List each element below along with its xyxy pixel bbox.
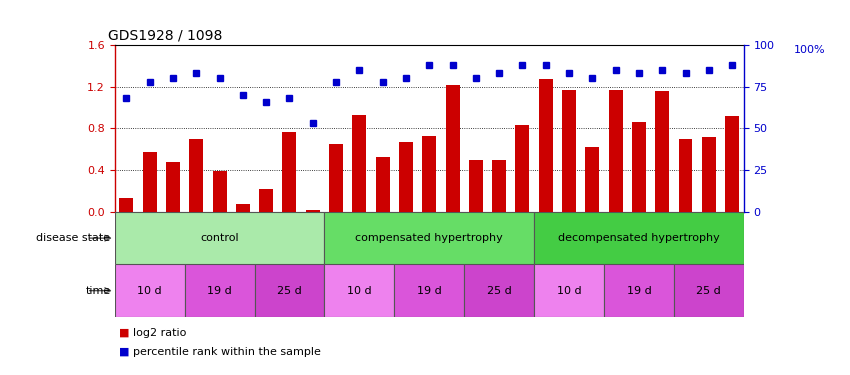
- Text: disease state: disease state: [37, 233, 110, 243]
- Text: percentile rank within the sample: percentile rank within the sample: [133, 346, 321, 357]
- Bar: [632, 122, 646, 212]
- Bar: [254, 264, 325, 317]
- Bar: [166, 162, 180, 212]
- Bar: [306, 210, 320, 212]
- Bar: [353, 115, 366, 212]
- Text: log2 ratio: log2 ratio: [133, 328, 187, 338]
- Bar: [655, 91, 669, 212]
- Bar: [282, 132, 297, 212]
- Bar: [702, 137, 716, 212]
- Bar: [674, 264, 744, 317]
- Bar: [115, 212, 325, 264]
- Bar: [119, 198, 133, 212]
- Bar: [184, 264, 254, 317]
- Text: 25 d: 25 d: [487, 286, 512, 296]
- Text: ■: ■: [119, 328, 129, 338]
- Text: ■: ■: [119, 346, 129, 357]
- Bar: [534, 264, 604, 317]
- Bar: [115, 264, 184, 317]
- Text: compensated hypertrophy: compensated hypertrophy: [355, 233, 503, 243]
- Text: 25 d: 25 d: [277, 286, 302, 296]
- Bar: [259, 189, 273, 212]
- Bar: [539, 80, 552, 212]
- Text: GDS1928 / 1098: GDS1928 / 1098: [109, 28, 223, 42]
- Bar: [329, 144, 343, 212]
- Bar: [586, 147, 599, 212]
- Text: 19 d: 19 d: [626, 286, 651, 296]
- Bar: [143, 152, 156, 212]
- Bar: [515, 125, 530, 212]
- Bar: [445, 85, 460, 212]
- Bar: [394, 264, 464, 317]
- Text: 10 d: 10 d: [138, 286, 162, 296]
- Bar: [325, 264, 394, 317]
- Bar: [534, 212, 744, 264]
- Text: 100%: 100%: [794, 45, 825, 55]
- Bar: [678, 139, 693, 212]
- Bar: [236, 204, 250, 212]
- Bar: [604, 264, 674, 317]
- Text: control: control: [201, 233, 239, 243]
- Bar: [562, 90, 576, 212]
- Text: decompensated hypertrophy: decompensated hypertrophy: [558, 233, 720, 243]
- Text: 10 d: 10 d: [557, 286, 581, 296]
- Bar: [212, 171, 227, 212]
- Bar: [399, 142, 413, 212]
- Bar: [469, 160, 483, 212]
- Text: 19 d: 19 d: [207, 286, 232, 296]
- Text: 19 d: 19 d: [416, 286, 442, 296]
- Bar: [190, 139, 203, 212]
- Bar: [492, 160, 506, 212]
- Bar: [376, 157, 389, 212]
- Bar: [325, 212, 534, 264]
- Bar: [609, 90, 622, 212]
- Text: 10 d: 10 d: [347, 286, 371, 296]
- Bar: [464, 264, 534, 317]
- Text: 25 d: 25 d: [696, 286, 721, 296]
- Text: time: time: [85, 286, 110, 296]
- Bar: [422, 136, 436, 212]
- Bar: [725, 116, 740, 212]
